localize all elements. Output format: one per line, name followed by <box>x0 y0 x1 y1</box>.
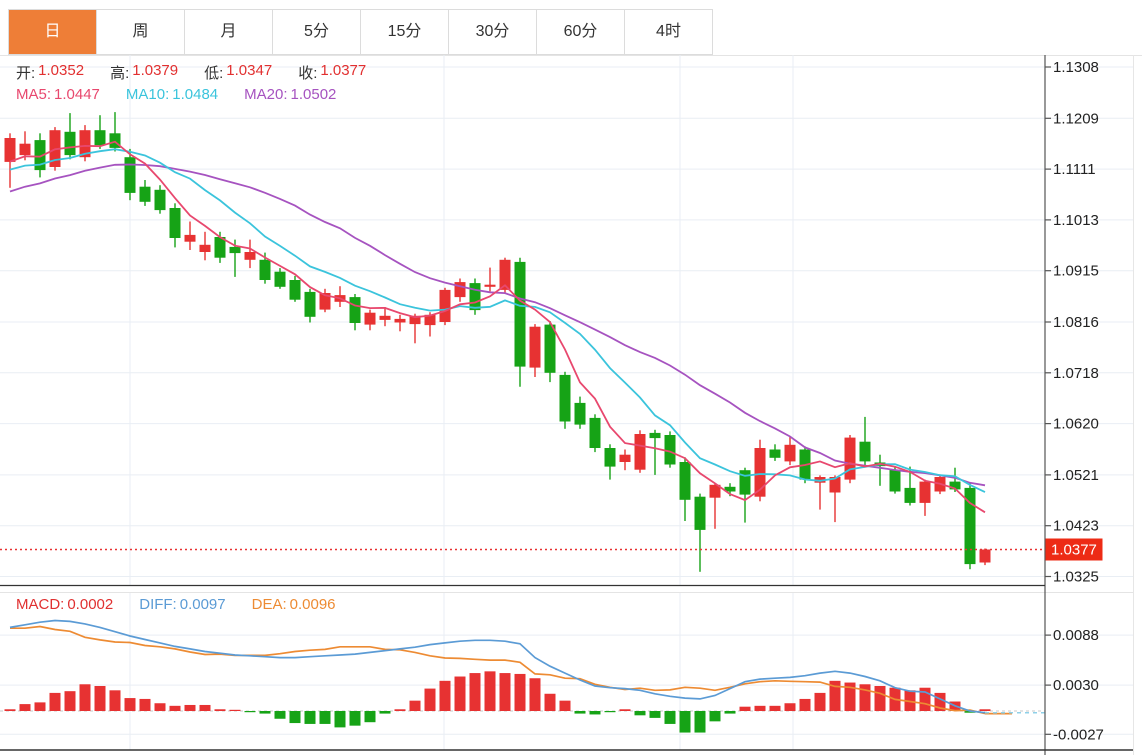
tab-15min[interactable]: 15分 <box>361 10 449 54</box>
price-tick-label: 1.1013 <box>1053 212 1099 229</box>
ohlc-row-item: 收: 1.0377 <box>298 62 367 82</box>
price-tick-label: 1.0325 <box>1053 569 1099 586</box>
macd-indicator-chart[interactable]: 0.0088 0.0030 -0.0027 <box>0 592 1142 755</box>
ohlc-header: 开: 1.0352 高: 1.0379 低: 1.0347 收: 1.0377 <box>16 62 366 83</box>
tab-day[interactable]: 日 <box>9 10 97 54</box>
price-tick-label: 1.0816 <box>1053 314 1099 331</box>
ma10-line <box>9 148 986 493</box>
diff-line <box>9 619 986 714</box>
price-tick-label: 1.0718 <box>1053 365 1099 382</box>
main-gridlines <box>0 55 1133 585</box>
price-tick-label: 1.0915 <box>1053 263 1099 280</box>
tab-week[interactable]: 周 <box>97 10 185 54</box>
tabbar-underline <box>0 55 1142 56</box>
price-tick-label: 1.0423 <box>1053 518 1099 535</box>
ohlc-row-item: 低: 1.0347 <box>204 62 273 82</box>
main-candlestick-chart[interactable]: 1.1308 1.1209 1.1111 1.1013 1.0915 1.0816 1.07… <box>0 55 1142 592</box>
timeframe-tabbar: 日周月 5分 15分 30分 60分 4时 <box>8 9 713 55</box>
price-tick-label: 1.1209 <box>1053 110 1099 127</box>
ma-lines <box>9 140 986 514</box>
ohlc-row-item: 开: 1.0352 <box>16 62 85 82</box>
macd-tick-label: 0.0030 <box>1053 677 1099 694</box>
ma20-line <box>9 163 986 487</box>
price-axis: 1.1308 1.1209 1.1111 1.1013 1.0915 1.0816 1.07… <box>1044 55 1103 592</box>
price-tick-label: 1.0620 <box>1053 416 1099 433</box>
price-tick-label: 1.0521 <box>1053 467 1099 484</box>
candles-layer <box>4 112 991 572</box>
macd-row-item: DIFF: 0.0097 <box>139 596 226 613</box>
last-price-badge <box>1045 538 1103 561</box>
panel-right-border <box>1133 55 1134 755</box>
dea-line <box>10 625 986 715</box>
price-tick-label: 1.1111 <box>1053 161 1096 178</box>
tab-month[interactable]: 月 <box>185 10 273 54</box>
macd-gridlines <box>0 592 1133 750</box>
ma5-line <box>9 140 986 514</box>
ma-header: MA5: 1.0447 MA10: 1.0484 MA20: 1.0502 <box>16 86 336 103</box>
ohlc-row-item: 高: 1.0379 <box>110 62 179 82</box>
tab-5min[interactable]: 5分 <box>273 10 361 54</box>
macd-lines <box>9 619 1045 715</box>
last-price-badge-text: 1.0377 <box>1051 542 1097 559</box>
macd-axis: 0.0088 0.0030 -0.0027 <box>1044 592 1104 755</box>
ma-row-item: MA10: 1.0484 <box>125 86 219 103</box>
macd-row-item: DEA: 0.0096 <box>251 596 336 613</box>
macd-row-item: MACD: 0.0002 <box>16 596 114 613</box>
price-tick-label: 1.1308 <box>1053 59 1099 76</box>
tab-30min[interactable]: 30分 <box>449 10 537 54</box>
macd-tick-label: -0.0027 <box>1053 726 1104 743</box>
macd-header: MACD: 0.0002 DIFF: 0.0097 DEA: 0.0096 <box>16 596 336 613</box>
ma-row-item: MA5: 1.0447 <box>16 86 100 103</box>
macd-histogram <box>4 671 991 733</box>
tab-60min[interactable]: 60分 <box>537 10 625 54</box>
tab-4hour[interactable]: 4时 <box>625 10 712 54</box>
ma-row-item: MA20: 1.0502 <box>244 86 337 103</box>
macd-tick-label: 0.0088 <box>1053 627 1099 644</box>
